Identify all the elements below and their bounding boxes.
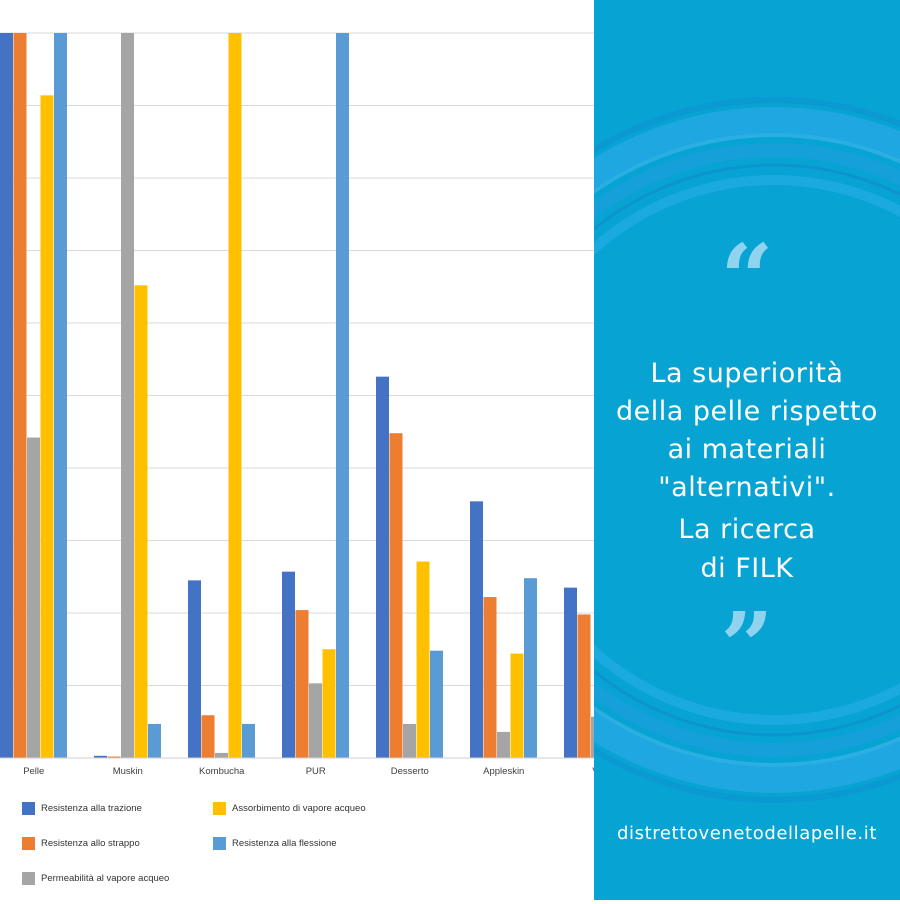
legend-swatch: [22, 802, 35, 815]
legend-label: Permeabilità al vapore acqueo: [41, 873, 170, 884]
bar-pur-1: [295, 610, 309, 758]
bar-kombucha-1: [201, 715, 215, 758]
bar-pelle-0: [0, 33, 13, 758]
bar-appleskin-0: [470, 501, 483, 758]
legend-swatch: [22, 872, 35, 885]
website-url[interactable]: distrettovenetodellapelle.it: [616, 823, 878, 844]
bar-desserto-2: [403, 723, 416, 758]
bar-ve-0: [564, 587, 577, 758]
quote-line: La superiorità: [650, 358, 844, 389]
bar-appleskin-3: [510, 653, 524, 758]
bar-pelle-3: [40, 95, 54, 759]
legend-swatch: [213, 837, 226, 850]
bar-pur-3: [322, 649, 336, 758]
bar-kombucha-0: [188, 580, 201, 758]
x-tick-label: PUR: [306, 766, 326, 777]
bar-muskin-2: [121, 33, 134, 758]
bar-appleskin-2: [497, 731, 510, 758]
bar-pur-0: [282, 571, 295, 758]
bar-kombucha-2: [215, 752, 228, 758]
bar-ve-1: [577, 614, 591, 758]
bar-pur-2: [309, 683, 322, 758]
bar-muskin-1: [107, 756, 121, 758]
close-quote-icon: ”: [720, 592, 774, 700]
bar-pelle-4: [54, 33, 67, 758]
quote-line: La ricerca: [678, 514, 816, 545]
x-tick-label: Appleskin: [483, 766, 524, 777]
quote-line: della pelle rispetto: [616, 396, 878, 427]
legend-label: Assorbimento di vapore acqueo: [232, 803, 366, 814]
bar-desserto-4: [430, 650, 443, 758]
bar-appleskin-1: [483, 597, 497, 758]
quote-line: "alternativi".: [658, 472, 836, 503]
legend-label: Resistenza alla trazione: [41, 803, 142, 814]
quote-line: di FILK: [700, 553, 794, 584]
legend-label: Resistenza allo strappo: [41, 838, 140, 849]
bar-pelle-2: [27, 437, 40, 758]
brush-circle-decoration: [594, 97, 900, 803]
open-quote-icon: “: [720, 224, 774, 332]
quote-line: ai materiali: [667, 434, 827, 465]
legend-swatch: [213, 802, 226, 815]
x-tick-label: Pelle: [23, 766, 44, 777]
bar-desserto-1: [389, 433, 403, 758]
legend-label: Resistenza alla flessione: [232, 838, 337, 849]
x-tick-label: Kombucha: [199, 766, 245, 777]
legend-swatch: [22, 837, 35, 850]
x-tick-label: Desserto: [391, 766, 429, 777]
bar-kombucha-3: [228, 33, 242, 758]
bar-pelle-1: [13, 33, 27, 758]
bar-muskin-3: [134, 285, 148, 758]
bar-kombucha-4: [242, 723, 255, 758]
bar-appleskin-4: [524, 578, 537, 758]
bar-desserto-0: [376, 376, 389, 758]
bar-muskin-4: [148, 723, 161, 758]
bar-pur-4: [336, 33, 349, 758]
bar-desserto-3: [416, 561, 430, 758]
quote-panel: “ La superiorità della pelle rispetto ai…: [594, 0, 900, 900]
x-tick-label: Muskin: [113, 766, 143, 777]
bar-muskin-0: [94, 755, 107, 758]
